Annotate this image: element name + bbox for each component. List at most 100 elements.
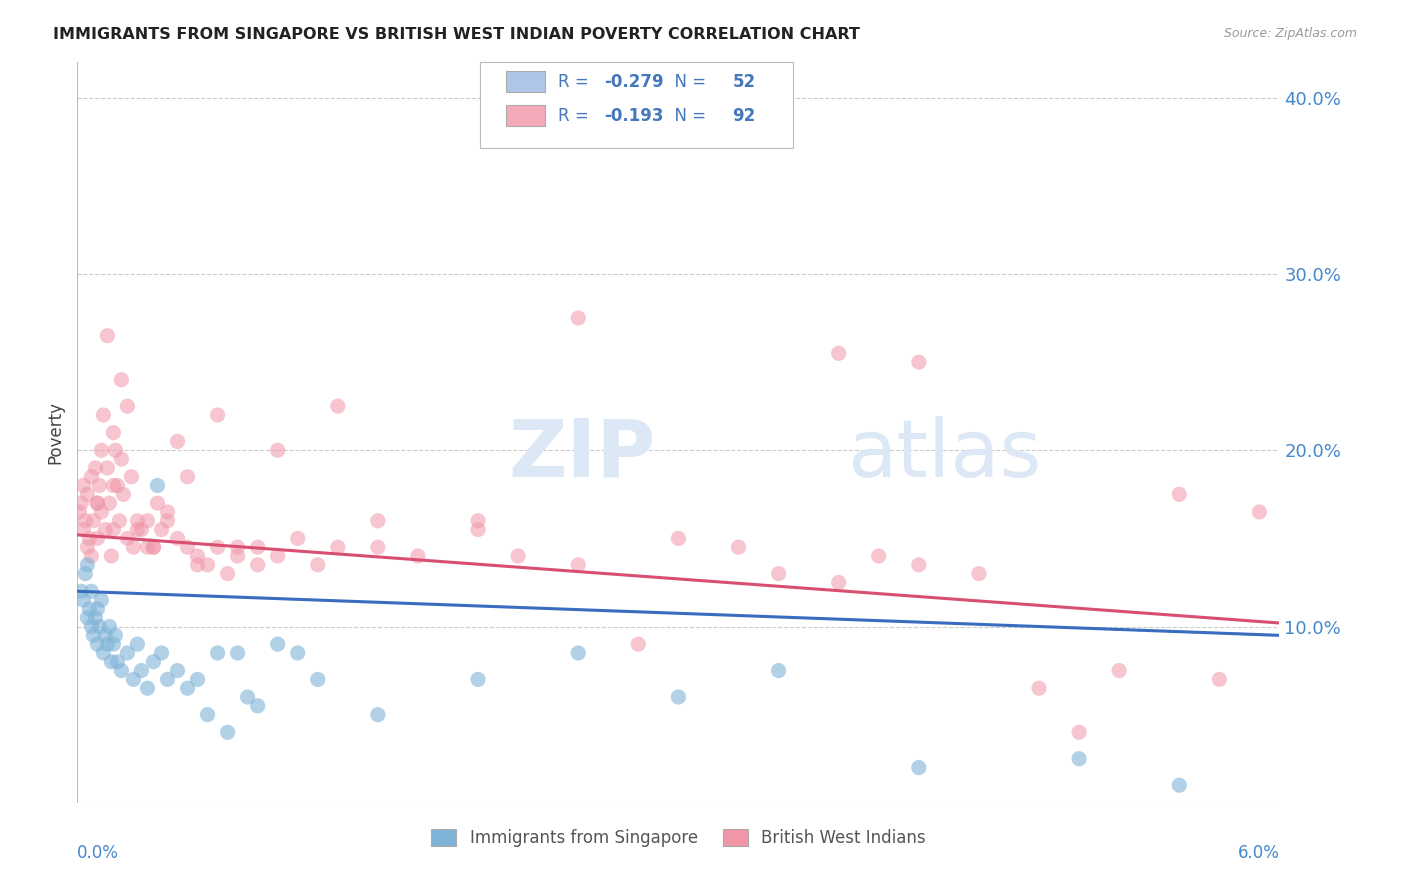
Text: 6.0%: 6.0%	[1237, 844, 1279, 862]
Point	[72, 523, 94, 537]
Point	[103, 478, 125, 492]
Y-axis label: Poverty: Poverty	[46, 401, 65, 464]
Text: R =: R =	[558, 107, 595, 125]
Point	[967, 566, 990, 581]
Point	[86, 496, 108, 510]
Point	[508, 549, 530, 563]
Text: Source: ZipAtlas.com: Source: ZipAtlas.com	[1223, 27, 1357, 40]
Point	[79, 532, 101, 546]
Point	[326, 399, 349, 413]
Point	[246, 558, 269, 572]
Point	[207, 408, 229, 422]
Point	[908, 558, 931, 572]
Point	[768, 566, 790, 581]
Point	[1168, 487, 1191, 501]
Point	[90, 505, 112, 519]
Point	[166, 434, 188, 449]
Point	[150, 646, 173, 660]
Text: R =: R =	[558, 72, 595, 91]
Point	[89, 478, 111, 492]
Point	[86, 602, 108, 616]
Point	[136, 681, 159, 696]
Point	[80, 549, 103, 563]
Point	[72, 478, 94, 492]
Point	[828, 575, 851, 590]
Point	[567, 558, 589, 572]
Point	[567, 311, 589, 326]
Bar	[506, 71, 546, 92]
Point	[156, 514, 179, 528]
Point	[367, 707, 389, 722]
Text: 92: 92	[733, 107, 756, 125]
Point	[156, 505, 179, 519]
Point	[76, 558, 98, 572]
Point	[176, 540, 198, 554]
Point	[1108, 664, 1130, 678]
Point	[142, 655, 165, 669]
Point	[75, 566, 97, 581]
Point	[668, 690, 690, 704]
Point	[76, 540, 98, 554]
Point	[103, 425, 125, 440]
Point	[90, 443, 112, 458]
Point	[236, 690, 259, 704]
Point	[176, 469, 198, 483]
Point	[94, 523, 117, 537]
Point	[110, 452, 132, 467]
Point	[467, 514, 489, 528]
Point	[112, 487, 135, 501]
Text: -0.193: -0.193	[603, 107, 664, 125]
Point	[98, 619, 121, 633]
Point	[908, 355, 931, 369]
Point	[131, 523, 153, 537]
Point	[84, 461, 107, 475]
Point	[100, 549, 122, 563]
Text: N =: N =	[664, 107, 711, 125]
Text: ZIP: ZIP	[509, 416, 655, 494]
Point	[80, 619, 103, 633]
Point	[70, 496, 93, 510]
Point	[127, 514, 149, 528]
Point	[93, 646, 115, 660]
Point	[136, 540, 159, 554]
Point	[122, 540, 145, 554]
Point	[108, 514, 131, 528]
Point	[467, 673, 489, 687]
Point	[76, 610, 98, 624]
Point	[96, 461, 118, 475]
Point	[94, 628, 117, 642]
Point	[107, 655, 129, 669]
Point	[768, 664, 790, 678]
Point	[82, 514, 104, 528]
Point	[117, 399, 139, 413]
Point	[226, 540, 249, 554]
Point	[110, 373, 132, 387]
Point	[207, 646, 229, 660]
Point	[287, 532, 309, 546]
Point	[142, 540, 165, 554]
Text: N =: N =	[664, 72, 711, 91]
Point	[131, 664, 153, 678]
Point	[100, 655, 122, 669]
Point	[150, 523, 173, 537]
Point	[136, 514, 159, 528]
Point	[1069, 752, 1091, 766]
Point	[86, 637, 108, 651]
Point	[82, 628, 104, 642]
Point	[267, 549, 290, 563]
Point	[307, 558, 329, 572]
Point	[467, 523, 489, 537]
Point	[110, 664, 132, 678]
Point	[207, 540, 229, 554]
Point	[80, 469, 103, 483]
Point	[122, 673, 145, 687]
Point	[84, 610, 107, 624]
Point	[72, 593, 94, 607]
Point	[246, 698, 269, 713]
Point	[142, 540, 165, 554]
Point	[156, 673, 179, 687]
Point	[267, 637, 290, 651]
Point	[104, 628, 127, 642]
Text: -0.279: -0.279	[603, 72, 664, 91]
Point	[186, 673, 209, 687]
